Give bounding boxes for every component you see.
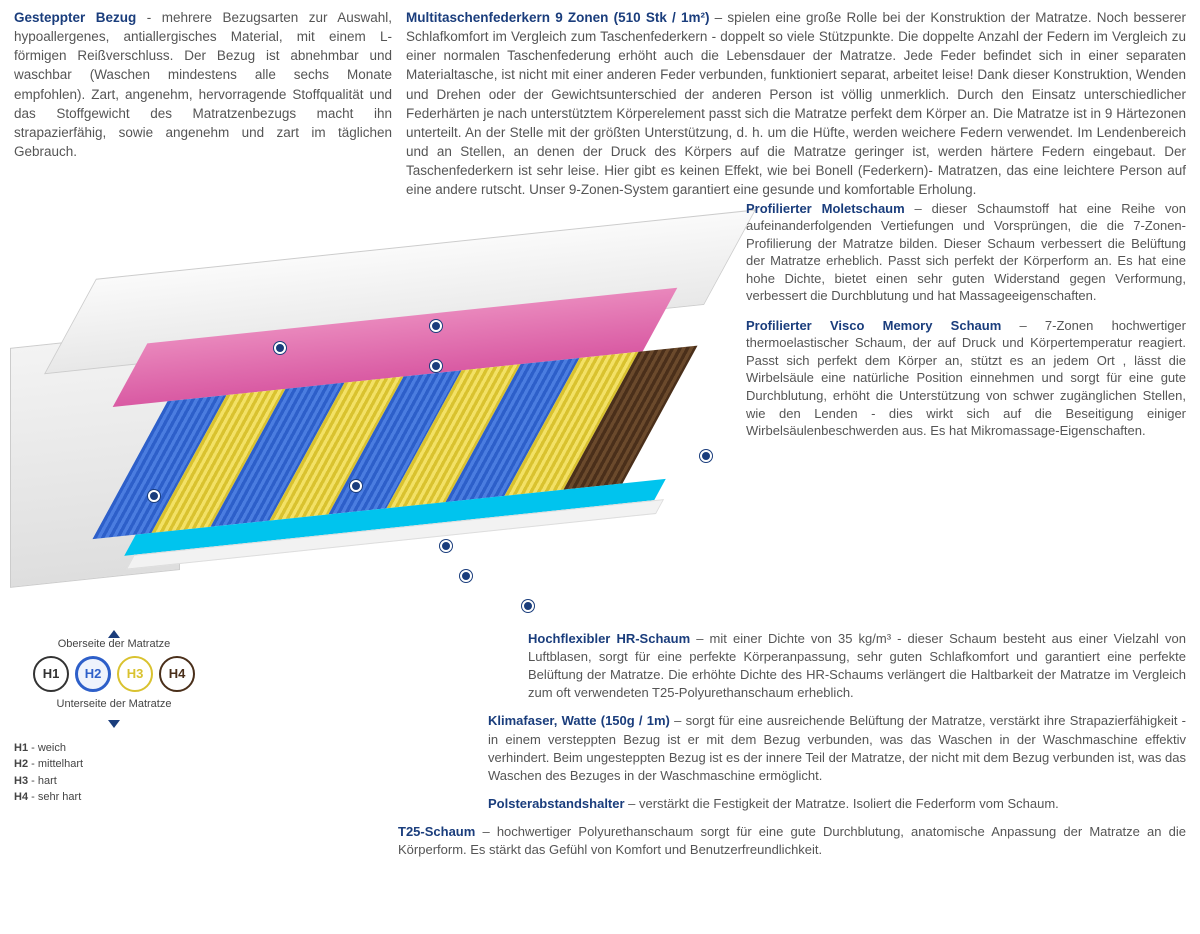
para-visco: Profilierter Visco Memory Schaum – 7-Zon… — [746, 317, 1186, 440]
hardness-circles: H1H2H3H4 — [14, 656, 214, 692]
callout-marker — [350, 480, 362, 492]
title-visco: Profilierter Visco Memory Schaum — [746, 318, 1001, 333]
hardness-h2: H2 — [75, 656, 111, 692]
para-t25: T25-Schaum – hochwertiger Polyurethansch… — [398, 823, 1186, 859]
title-hr-schaum: Hochflexibler HR-Schaum — [528, 631, 690, 646]
hardness-desc-h4: H4 - sehr hart — [14, 789, 214, 806]
callout-marker — [430, 360, 442, 372]
mattress-illustration — [10, 212, 730, 628]
text-visco: – 7-Zonen hochwertiger thermoelastischer… — [746, 318, 1186, 438]
callout-marker — [148, 490, 160, 502]
diagram-area: Profilierter Moletschaum – dieser Schaum… — [0, 200, 1200, 630]
para-polster: Polsterabstandshalter – verstärkt die Fe… — [488, 795, 1186, 813]
callout-marker — [430, 320, 442, 332]
text-springs: – spielen eine große Rolle bei der Konst… — [406, 10, 1186, 197]
title-klimafaser: Klimafaser, Watte (150g / 1m) — [488, 713, 670, 728]
text-polster: – verstärkt die Festigkeit der Matratze.… — [625, 796, 1059, 811]
callout-marker — [522, 600, 534, 612]
title-springs: Multitaschenfederkern 9 Zonen (510 Stk /… — [406, 10, 709, 25]
section-cover: Gesteppter Bezug - mehrere Bezugsarten z… — [14, 8, 392, 200]
callout-marker — [700, 450, 712, 462]
callout-marker — [460, 570, 472, 582]
para-klimafaser: Klimafaser, Watte (150g / 1m) – sorgt fü… — [488, 712, 1186, 785]
title-cover: Gesteppter Bezug — [14, 10, 136, 25]
callout-marker — [440, 540, 452, 552]
legend-bottom-label: Unterseite der Matratze — [14, 698, 214, 710]
right-descriptions: Profilierter Moletschaum – dieser Schaum… — [746, 200, 1186, 452]
arrow-down-icon — [108, 720, 120, 728]
para-moletschaum: Profilierter Moletschaum – dieser Schaum… — [746, 200, 1186, 305]
title-moletschaum: Profilierter Moletschaum — [746, 201, 905, 216]
callout-marker — [274, 342, 286, 354]
hardness-h3: H3 — [117, 656, 153, 692]
hardness-list: H1 - weichH2 - mittelhartH3 - hartH4 - s… — [14, 740, 214, 806]
title-t25: T25-Schaum — [398, 824, 475, 839]
hardness-h4: H4 — [159, 656, 195, 692]
hardness-desc-h1: H1 - weich — [14, 740, 214, 757]
section-springs: Multitaschenfederkern 9 Zonen (510 Stk /… — [406, 8, 1186, 200]
text-cover: - mehrere Bezugsarten zur Auswahl, hypoa… — [14, 10, 392, 159]
para-hr-schaum: Hochflexibler HR-Schaum – mit einer Dich… — [528, 630, 1186, 703]
hardness-legend: Oberseite der Matratze H1H2H3H4 Untersei… — [14, 630, 214, 870]
hardness-h1: H1 — [33, 656, 69, 692]
title-polster: Polsterabstandshalter — [488, 796, 625, 811]
legend-top-label: Oberseite der Matratze — [14, 638, 214, 650]
hardness-desc-h2: H2 - mittelhart — [14, 756, 214, 773]
text-t25: – hochwertiger Polyurethanschaum sorgt f… — [398, 824, 1186, 857]
lower-descriptions: Hochflexibler HR-Schaum – mit einer Dich… — [228, 630, 1186, 870]
hardness-desc-h3: H3 - hart — [14, 773, 214, 790]
arrow-up-icon — [108, 630, 120, 638]
